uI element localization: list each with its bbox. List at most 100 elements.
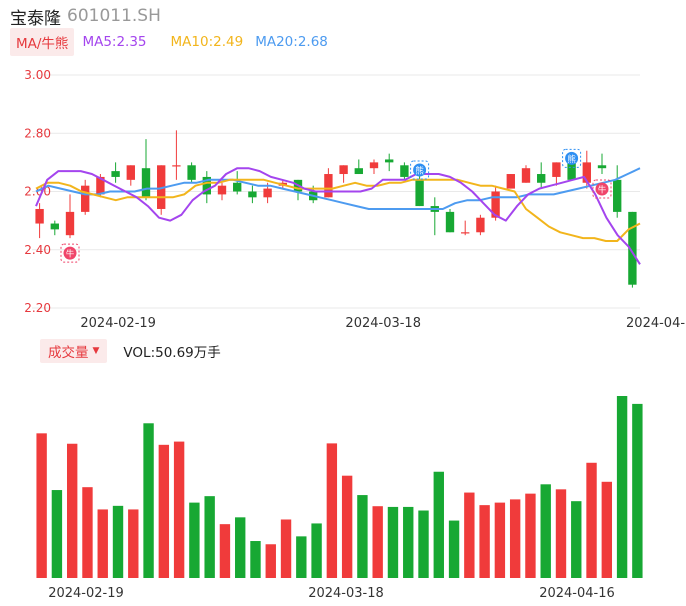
candlesticks: [35, 130, 637, 288]
ma-indicator-button[interactable]: MA/牛熊: [10, 28, 75, 56]
candle-body: [628, 211, 637, 285]
candle-body: [400, 165, 409, 177]
volume-bar: [265, 544, 276, 578]
candle-body: [521, 168, 531, 183]
price-tick-label: 2.80: [24, 126, 51, 140]
bull-badge-icon: 牛: [60, 243, 80, 263]
price-tick-label: 2.20: [24, 301, 51, 315]
marker-frame: [562, 148, 582, 168]
candle-body: [339, 165, 348, 175]
volume-date-tick-label: 2024-03-18: [308, 586, 384, 601]
candle-body: [187, 165, 196, 180]
candle-body: [369, 162, 379, 169]
caret-down-icon: ▼: [92, 346, 100, 356]
candle-body: [172, 165, 181, 167]
volume-bar: [616, 396, 628, 578]
marker-label: 牛: [66, 249, 75, 260]
volume-bar: [357, 495, 368, 578]
volume-bar: [219, 524, 231, 578]
candle-body: [35, 208, 44, 224]
volume-bar: [448, 520, 460, 578]
candle-body: [461, 232, 470, 234]
candle-body: [537, 174, 546, 183]
volume-bar: [479, 505, 490, 578]
candle-body: [263, 188, 272, 198]
price-tick-label: 3.00: [24, 68, 51, 82]
volume-bar: [250, 541, 261, 578]
marker-frame: [410, 160, 430, 180]
volume-bar: [112, 505, 124, 578]
candle-body: [385, 159, 394, 163]
marker-frame: [592, 179, 612, 199]
candle-body: [491, 191, 500, 218]
volume-bars: [36, 396, 643, 578]
volume-bar: [235, 517, 246, 578]
stock-name: 宝泰隆: [10, 8, 61, 29]
volume-bar: [464, 492, 475, 578]
moving-average-lines: [35, 167, 641, 265]
candle-body: [354, 168, 363, 175]
candle-body: [81, 185, 90, 212]
candle-body: [597, 165, 607, 169]
volume-indicator-button[interactable]: 成交量 ▼: [40, 339, 108, 363]
candle-body: [96, 176, 105, 195]
volume-date-axis: 2024-02-19 2024-03-18 2024-04-16: [48, 586, 615, 601]
marker-dot: [413, 163, 427, 177]
volume-legend: 成交量 ▼ VOL:50.69万手: [40, 339, 221, 363]
volume-bar: [204, 496, 215, 578]
candle-body: [202, 176, 211, 195]
volume-bar: [82, 487, 93, 578]
ma20-line: [35, 167, 641, 210]
candle-body: [613, 179, 622, 212]
candle-body: [415, 179, 424, 207]
candle-body: [567, 162, 576, 180]
candle-body: [476, 217, 485, 233]
candle-body: [126, 165, 135, 180]
volume-bar: [418, 510, 429, 578]
candle-body: [50, 223, 59, 230]
volume-bar: [173, 441, 185, 578]
stock-code: 601011.SH: [67, 6, 161, 26]
volume-date-tick-label: 2024-04-16: [539, 586, 615, 601]
ma10-legend: MA10:2.49: [170, 34, 244, 50]
date-tick-label: 2024-04-16: [626, 316, 686, 331]
candle-body: [141, 168, 151, 198]
bull-badge-icon: 牛: [592, 179, 612, 199]
volume-bar: [372, 506, 383, 578]
volume-bar: [341, 475, 353, 578]
bear-badge-icon: 熊: [410, 160, 430, 180]
candle-body: [552, 162, 561, 177]
bear-badge-icon: 熊: [562, 148, 582, 168]
volume-bar: [540, 484, 551, 578]
volume-bar: [51, 490, 63, 578]
volume-bar: [66, 443, 78, 578]
candle-body: [111, 171, 120, 177]
volume-bar: [632, 403, 643, 578]
volume-bar: [494, 502, 506, 578]
ma-legend: MA/牛熊 MA5:2.35 MA10:2.49 MA20:2.68: [10, 28, 328, 56]
candle-body: [233, 182, 242, 192]
volume-bar: [387, 506, 399, 578]
ma5-line: [35, 167, 641, 265]
price-date-axis: 2024-02-19 2024-03-18 2024-04-16: [80, 316, 686, 331]
volume-bar: [403, 506, 414, 578]
stock-header: 宝泰隆 601011.SH: [10, 4, 161, 29]
marker-label: 熊: [567, 154, 576, 165]
volume-bar: [296, 536, 307, 578]
date-tick-label: 2024-03-18: [345, 316, 421, 331]
volume-bar: [158, 444, 170, 578]
price-tick-label: 2.40: [24, 243, 51, 257]
marker-label: 熊: [415, 166, 424, 177]
marker-dot: [565, 151, 579, 165]
volume-bar: [555, 489, 567, 578]
volume-bar: [311, 523, 322, 578]
volume-indicator-label: 成交量: [48, 345, 89, 361]
volume-bar: [143, 423, 154, 578]
candle-body: [582, 162, 591, 183]
ma10-line: [35, 178, 641, 242]
candle-body: [248, 191, 257, 198]
volume-bar: [97, 509, 108, 578]
volume-bar: [189, 502, 200, 578]
